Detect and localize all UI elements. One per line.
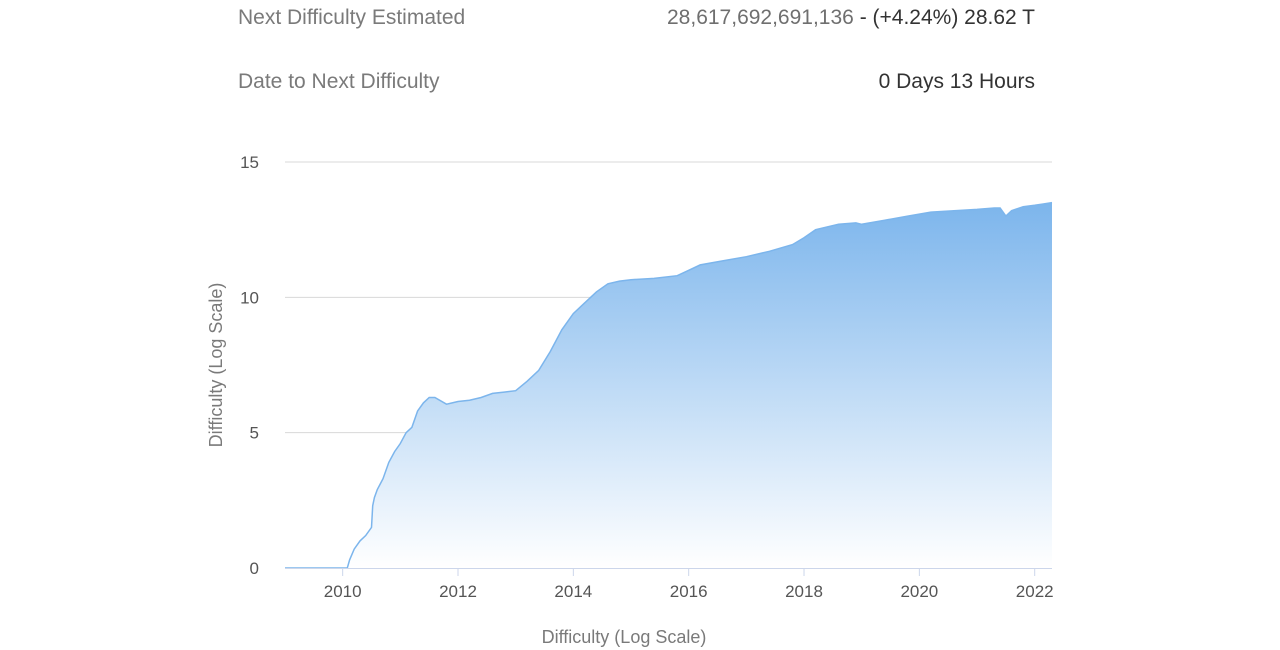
x-axis-ticks: 2010 2012 2014 2016 2018 2020 2022 — [285, 568, 1054, 601]
data-area — [285, 201, 1053, 569]
x-tick-label: 2012 — [439, 582, 477, 601]
next-difficulty-change: (+4.24%) 28.62 T — [872, 6, 1035, 29]
y-tick-label: 0 — [250, 559, 259, 578]
y-tick-label: 15 — [240, 153, 259, 172]
next-difficulty-separator: - — [853, 6, 873, 29]
series-line — [285, 201, 1053, 569]
x-tick-label: 2018 — [785, 582, 823, 601]
x-axis-title: Difficulty (Log Scale) — [542, 627, 707, 647]
y-axis-title: Difficulty (Log Scale) — [206, 283, 226, 448]
next-difficulty-row: Next Difficulty Estimated 28,617,692,691… — [238, 6, 1035, 30]
x-tick-label: 2022 — [1016, 582, 1054, 601]
x-tick-label: 2014 — [554, 582, 592, 601]
next-difficulty-value-group: 28,617,692,691,136 - (+4.24%) 28.62 T — [667, 6, 1035, 30]
date-to-next-difficulty-value: 0 Days 13 Hours — [878, 70, 1035, 93]
x-tick-label: 2010 — [324, 582, 362, 601]
date-to-next-difficulty-row: Date to Next Difficulty 0 Days 13 Hours — [238, 70, 1035, 94]
series-area-fill — [285, 202, 1052, 568]
date-to-next-difficulty-label: Date to Next Difficulty — [238, 70, 440, 93]
next-difficulty-label: Next Difficulty Estimated — [238, 6, 466, 29]
next-difficulty-value: 28,617,692,691,136 — [667, 6, 854, 29]
y-axis-ticks: 0 5 10 15 — [240, 153, 259, 578]
y-tick-label: 5 — [250, 424, 259, 443]
y-tick-label: 10 — [240, 288, 259, 307]
x-tick-label: 2016 — [670, 582, 708, 601]
x-tick-label: 2020 — [900, 582, 938, 601]
